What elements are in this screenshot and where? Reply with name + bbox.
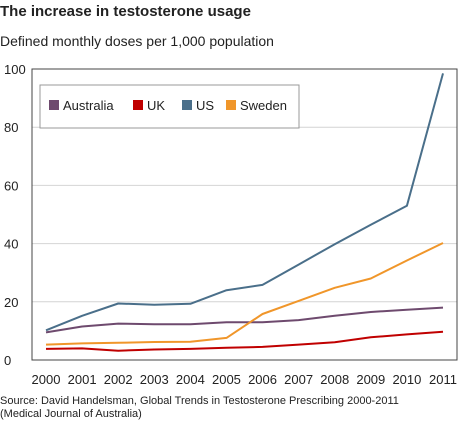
x-tick-label: 2001 (68, 372, 97, 387)
source-note: Source: David Handelsman, Global Trends … (0, 395, 399, 421)
series-line-sweden (45, 242, 444, 346)
y-tick-label: 100 (4, 62, 26, 77)
source-line-2: (Medical Journal of Australia) (0, 408, 142, 420)
legend-label: UK (147, 98, 165, 113)
x-tick-label: 2004 (176, 372, 205, 387)
legend-swatch (133, 100, 143, 110)
x-tick-label: 2000 (32, 372, 61, 387)
grid-lines (32, 126, 457, 303)
x-tick-label: 2006 (248, 372, 277, 387)
series-line-uk (45, 330, 444, 352)
x-axis-ticks: 2000 2001 2002 2003 2004 2005 2006 2007 2008 2009… (32, 372, 457, 387)
legend-label: Sweden (240, 98, 287, 113)
legend-swatch (226, 100, 236, 110)
x-tick-label: 2010 (392, 372, 421, 387)
series-line-us (45, 73, 444, 332)
x-tick-label: 2007 (284, 372, 313, 387)
legend-swatch (182, 100, 192, 110)
x-tick-label: 2009 (356, 372, 385, 387)
source-line-1: Source: David Handelsman, Global Trends … (0, 395, 399, 407)
series-lines (45, 73, 444, 352)
y-tick-label: 20 (4, 295, 18, 310)
legend-label: US (196, 98, 214, 113)
x-tick-label: 2003 (140, 372, 169, 387)
chart-title: The increase in testosterone usage (0, 3, 251, 20)
y-tick-label: 60 (4, 178, 18, 193)
legend-swatch (49, 100, 59, 110)
plot-frame (31, 68, 458, 361)
legend-box (39, 84, 300, 129)
chart-subtitle: Defined monthly doses per 1,000 populati… (0, 33, 274, 49)
x-tick-label: 2011 (429, 372, 457, 387)
y-tick-label: 80 (4, 120, 18, 135)
x-tick-label: 2005 (212, 372, 241, 387)
legend-label: Australia (63, 98, 114, 113)
y-axis-ticks: 0 20 40 60 80 100 (4, 62, 26, 368)
x-tick-label: 2008 (320, 372, 349, 387)
series-line-australia (45, 306, 444, 334)
legend: Australia UK US Sweden (39, 84, 300, 129)
y-tick-label: 40 (4, 237, 18, 252)
y-tick-label: 0 (4, 353, 11, 368)
x-tick-label: 2002 (104, 372, 133, 387)
